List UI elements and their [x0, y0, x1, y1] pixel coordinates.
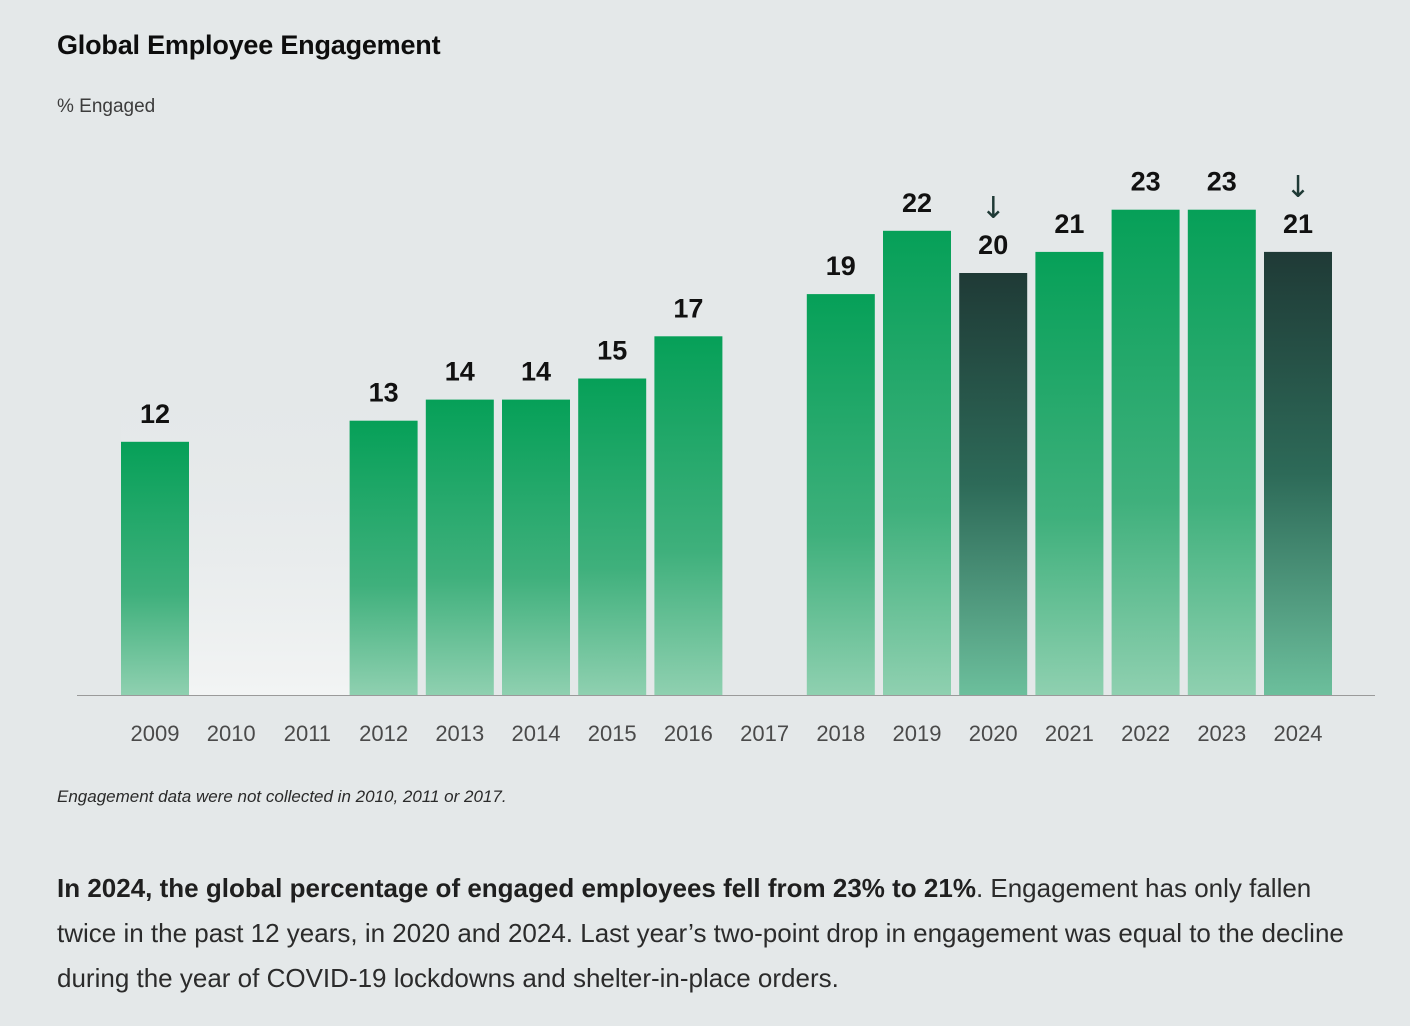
bar-2022: [1111, 209, 1180, 695]
x-tick-label: 2012: [359, 721, 408, 746]
x-tick-label: 2018: [816, 721, 865, 746]
data-label-2023: 23: [1207, 167, 1237, 197]
data-label-2019: 22: [902, 188, 932, 218]
summary-paragraph: In 2024, the global percentage of engage…: [57, 866, 1357, 1001]
data-label-2013: 14: [445, 357, 475, 387]
x-tick-label: 2009: [131, 721, 180, 746]
data-label-2020: 20: [978, 230, 1008, 260]
decline-arrow-icon: ↓: [981, 191, 1006, 226]
bar-2009: [121, 441, 189, 695]
bar-chart: 12 13 14 14 15 17 19 22 20 ↓ 21 23 23 21 ↓ 2009 2010 201…: [77, 167, 1375, 746]
data-label-2018: 19: [826, 251, 856, 281]
data-label-2022: 23: [1131, 167, 1161, 197]
x-tick-label: 2021: [1045, 721, 1094, 746]
bar-2021: [1035, 251, 1104, 695]
summary-bold: In 2024, the global percentage of engage…: [57, 873, 976, 903]
x-tick-label: 2020: [969, 721, 1018, 746]
data-label-2014: 14: [521, 357, 551, 387]
x-tick-label: 2011: [284, 721, 331, 746]
data-label-2009: 12: [140, 399, 170, 429]
footnote: Engagement data were not collected in 20…: [57, 787, 507, 806]
x-tick-label: 2017: [740, 721, 789, 746]
bar-2023: [1187, 209, 1256, 695]
data-label-2021: 21: [1054, 209, 1084, 239]
x-tick-label: 2014: [512, 721, 561, 746]
x-tick-label: 2023: [1197, 721, 1246, 746]
bar-2019: [883, 230, 951, 696]
data-label-2012: 13: [369, 378, 399, 408]
x-tick-label: 2015: [588, 721, 637, 746]
x-tick-label: 2019: [893, 721, 942, 746]
bar-2013: [425, 399, 494, 695]
data-label-2024: 21: [1283, 209, 1313, 239]
x-tick-label: 2013: [435, 721, 484, 746]
data-label-2016: 17: [673, 293, 703, 323]
bar-2015: [578, 378, 647, 695]
data-label-2015: 15: [597, 336, 627, 366]
x-tick-label: 2024: [1274, 721, 1323, 746]
summary-rest: . Engagement has only fallen twice in th…: [57, 873, 1344, 993]
x-tick-label: 2022: [1121, 721, 1170, 746]
bar-2014: [502, 399, 570, 695]
chart-title: Global Employee Engagement: [57, 30, 441, 60]
bar-2024: [1264, 251, 1332, 695]
decline-arrow-icon: ↓: [1285, 170, 1310, 205]
bar-2018: [806, 294, 875, 695]
bar-2012: [349, 420, 418, 695]
x-tick-label: 2010: [207, 721, 256, 746]
bar-2020: [959, 273, 1028, 695]
bar-2016: [654, 336, 723, 695]
y-axis-label: % Engaged: [57, 96, 156, 117]
x-tick-label: 2016: [664, 721, 713, 746]
